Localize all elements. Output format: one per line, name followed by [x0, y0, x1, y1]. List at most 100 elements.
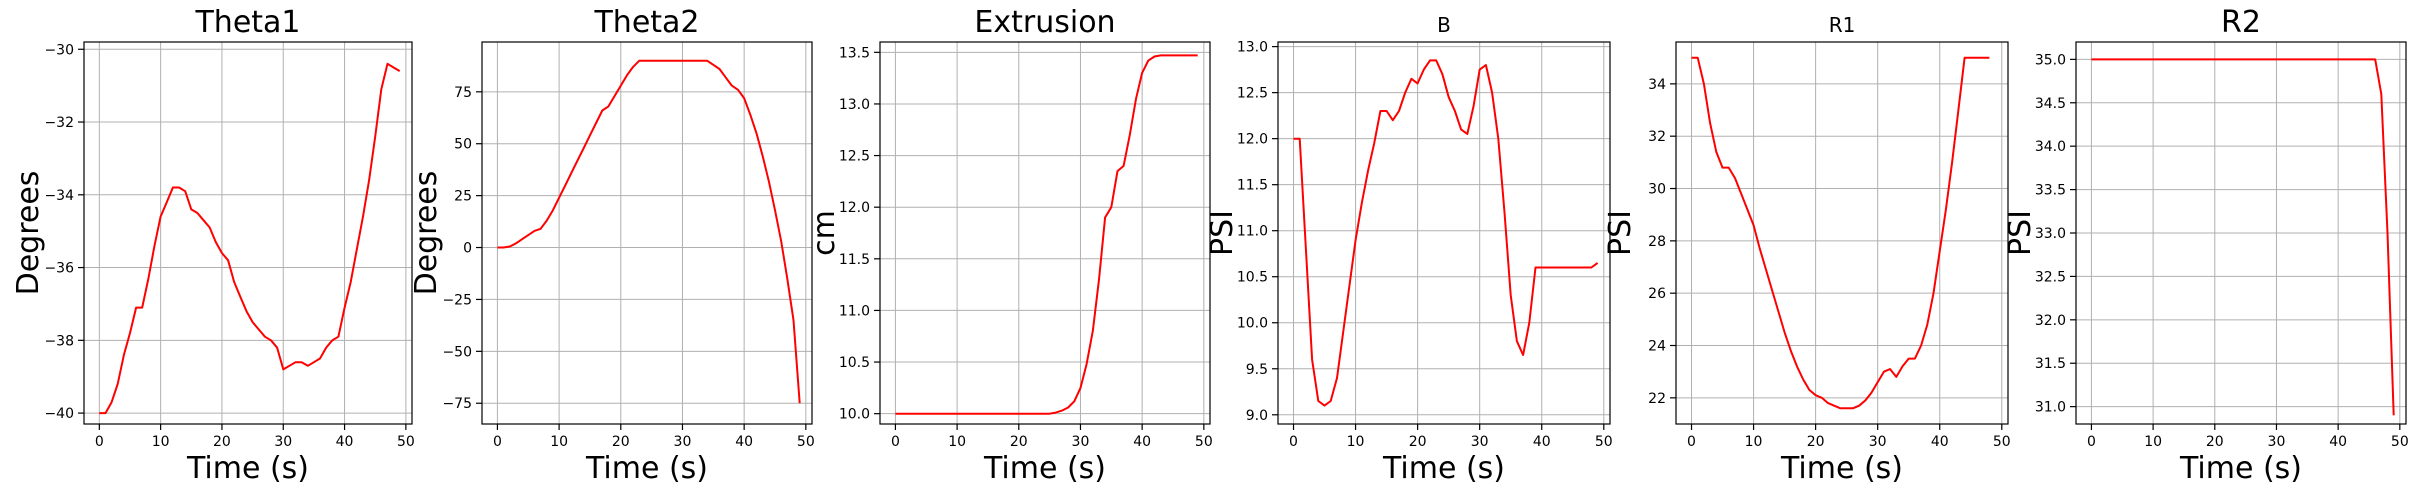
- y-tick-label: 22: [1648, 391, 1666, 407]
- y-tick-label: 26: [1648, 286, 1666, 302]
- y-tick-label: 12.0: [839, 200, 870, 216]
- chart-title: R1: [1829, 13, 1856, 37]
- x-tick-label: 30: [1471, 434, 1489, 450]
- y-axis-label: Degrees: [11, 171, 46, 296]
- x-axis-label: Time (s): [186, 451, 309, 486]
- y-tick-label: 50: [454, 137, 472, 153]
- x-tick-label: 40: [735, 434, 753, 450]
- y-tick-label: 10.0: [1237, 316, 1268, 332]
- plot-frame: [83, 41, 413, 425]
- series-line: [497, 59, 801, 404]
- y-tick-label: −36: [44, 261, 74, 277]
- y-tick-label: 32.0: [2035, 313, 2066, 329]
- y-tick-label: 35.0: [2035, 52, 2066, 68]
- x-tick-label: 50: [2391, 434, 2409, 450]
- x-tick-label: 10: [152, 434, 170, 450]
- y-tick-label: 33.0: [2035, 226, 2066, 242]
- y-tick-label: 32: [1648, 129, 1666, 145]
- x-tick-label: 0: [891, 434, 900, 450]
- chart-panel-4: 0 10 20 30 40 50 9.0 9.5 10.0 10.5 11.0 11.5 12.0 12.…: [1205, 13, 1613, 486]
- y-tick-label: 75: [454, 85, 472, 101]
- x-tick-label: 40: [1931, 434, 1949, 450]
- x-tick-label: 0: [2087, 434, 2096, 450]
- x-tick-label: 20: [612, 434, 630, 450]
- plot-frame: [879, 41, 1211, 425]
- x-tick-label: 20: [213, 434, 231, 450]
- x-tick-label: 10: [2144, 434, 2162, 450]
- chart-panel-2: 0 10 20 30 40 50 −75 −50 −25 0 25 50 75 Theta2 Time (s…: [409, 5, 815, 486]
- y-tick-label: −30: [44, 42, 74, 58]
- chart-panel-1: 0 10 20 30 40 50 −40 −38 −36 −34 −32 −30 Theta1 Time …: [11, 5, 415, 486]
- y-tick-label: 11.5: [839, 252, 870, 268]
- x-tick-label: 0: [1289, 434, 1298, 450]
- x-tick-label: 50: [1195, 434, 1213, 450]
- y-tick-label: 34: [1648, 77, 1666, 93]
- series-line: [2091, 58, 2395, 416]
- x-tick-label: 40: [2329, 434, 2347, 450]
- series-line: [895, 54, 1198, 415]
- y-tick-label: −25: [442, 292, 472, 308]
- y-tick-label: 12.5: [1237, 86, 1268, 102]
- y-tick-label: 31.5: [2035, 356, 2066, 372]
- x-axis-label: Time (s): [1382, 451, 1505, 486]
- y-tick-label: 28: [1648, 234, 1666, 250]
- y-axis-label: Degrees: [409, 171, 444, 296]
- y-tick-label: 33.5: [2035, 183, 2066, 199]
- x-tick-label: 30: [1072, 434, 1090, 450]
- y-tick-label: 11.0: [1237, 224, 1268, 240]
- y-axis-label: cm: [807, 210, 842, 256]
- x-tick-label: 50: [397, 434, 415, 450]
- chart-title: Theta1: [194, 5, 300, 40]
- chart-panel-6: 0 10 20 30 40 50 31.0 31.5 32.0 32.5 33.0 33.5 34.0 3…: [2003, 5, 2409, 486]
- x-tick-label: 40: [1533, 434, 1551, 450]
- x-tick-label: 10: [948, 434, 966, 450]
- x-tick-label: 10: [550, 434, 568, 450]
- y-tick-label: 32.5: [2035, 269, 2066, 285]
- y-tick-label: 13.0: [1237, 40, 1268, 56]
- chart-title: R2: [2221, 5, 2261, 40]
- y-tick-label: −50: [442, 344, 472, 360]
- y-tick-label: −40: [44, 406, 74, 422]
- y-tick-label: 9.5: [1246, 362, 1268, 378]
- y-tick-label: 31.0: [2035, 400, 2066, 416]
- x-tick-label: 30: [674, 434, 692, 450]
- x-tick-label: 0: [1687, 434, 1696, 450]
- x-tick-label: 30: [2268, 434, 2286, 450]
- y-tick-label: 0: [463, 241, 472, 257]
- x-tick-label: 30: [1869, 434, 1887, 450]
- x-tick-label: 0: [95, 434, 104, 450]
- y-tick-label: 9.0: [1246, 408, 1268, 424]
- x-axis-label: Time (s): [983, 451, 1106, 486]
- x-tick-label: 50: [1595, 434, 1613, 450]
- chart-panel-5: 0 10 20 30 40 50 22 24 26 28 30 32 34 R1 Time (s) PSI: [1603, 13, 2011, 486]
- series-line: [99, 62, 401, 415]
- chart-title: Extrusion: [974, 5, 1115, 40]
- x-tick-label: 20: [1010, 434, 1028, 450]
- x-tick-label: 20: [1807, 434, 1825, 450]
- y-tick-label: 13.5: [839, 45, 870, 61]
- x-tick-label: 20: [1409, 434, 1427, 450]
- plot-frame: [1675, 41, 2009, 425]
- x-tick-label: 50: [1993, 434, 2011, 450]
- y-axis-label: PSI: [1603, 210, 1638, 256]
- x-tick-label: 20: [2206, 434, 2224, 450]
- x-axis-label: Time (s): [2179, 451, 2302, 486]
- x-tick-label: 50: [797, 434, 815, 450]
- series-line: [1691, 56, 1990, 410]
- y-tick-label: 11.0: [839, 303, 870, 319]
- x-tick-label: 30: [274, 434, 292, 450]
- y-tick-label: 12.5: [839, 149, 870, 165]
- chart-title: B: [1437, 13, 1451, 37]
- y-tick-label: 10.0: [839, 407, 870, 423]
- y-tick-label: −32: [44, 115, 74, 131]
- y-tick-label: 34.5: [2035, 96, 2066, 112]
- y-tick-label: −34: [44, 188, 74, 204]
- y-tick-label: 34.0: [2035, 139, 2066, 155]
- y-tick-label: 30: [1648, 182, 1666, 198]
- y-tick-label: 10.5: [839, 355, 870, 371]
- x-tick-label: 0: [493, 434, 502, 450]
- plot-frame: [481, 41, 813, 425]
- y-tick-label: 10.5: [1237, 270, 1268, 286]
- x-tick-label: 40: [1133, 434, 1151, 450]
